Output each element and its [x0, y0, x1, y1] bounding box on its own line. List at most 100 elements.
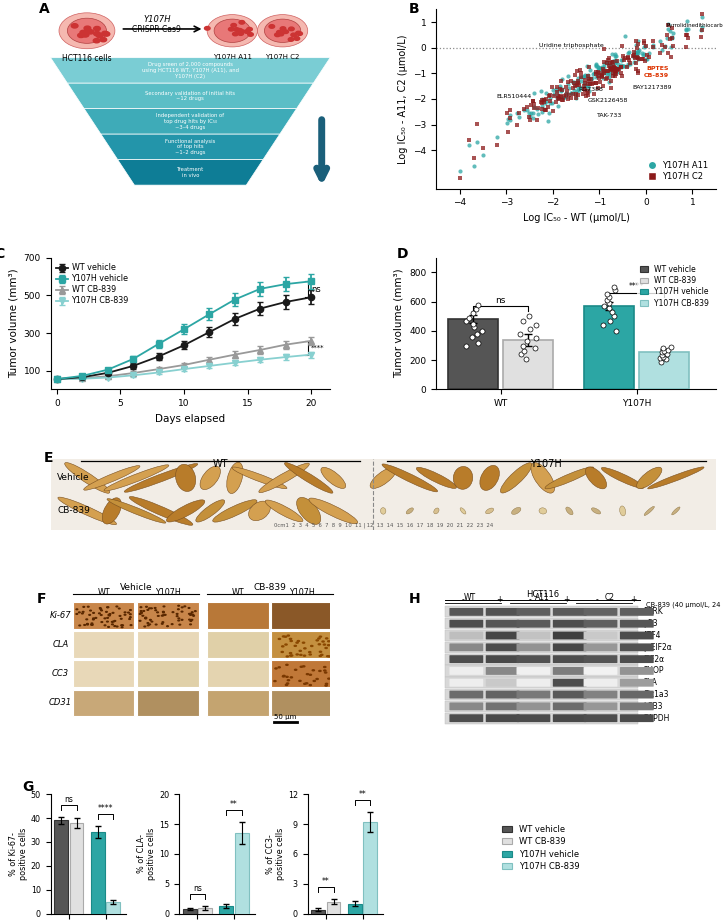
Circle shape [325, 672, 327, 673]
Point [603, 56, 615, 71]
Point [615, 60, 627, 75]
Circle shape [300, 654, 302, 655]
Circle shape [320, 655, 322, 656]
Text: **: ** [322, 877, 330, 886]
Point [603, 50, 615, 65]
Text: EIF2α: EIF2α [643, 654, 664, 664]
Point [664, 24, 676, 39]
Text: -: - [461, 595, 464, 604]
Point [609, 68, 620, 83]
Point [608, 61, 620, 76]
FancyBboxPatch shape [516, 667, 550, 675]
Point [633, 51, 645, 66]
Point [662, 31, 673, 46]
Point [610, 66, 622, 81]
Text: LCB3: LCB3 [643, 701, 662, 711]
Point [556, 92, 568, 107]
Point [565, 91, 577, 106]
Point [656, 42, 668, 57]
Point [471, 117, 483, 132]
Circle shape [80, 30, 87, 34]
Text: CLA: CLA [643, 678, 658, 688]
Circle shape [325, 647, 328, 649]
FancyBboxPatch shape [583, 643, 617, 652]
Text: Y107H: Y107H [530, 460, 562, 469]
Ellipse shape [104, 465, 169, 491]
Point [538, 94, 549, 109]
Ellipse shape [620, 506, 625, 516]
Text: Independent validation of
top drug hits by IC₅₀
~3–4 drugs: Independent validation of top drug hits … [156, 114, 224, 130]
Point [601, 287, 612, 302]
Point [572, 70, 583, 85]
Point [618, 53, 630, 67]
Point [463, 310, 475, 325]
FancyBboxPatch shape [553, 619, 586, 628]
Point [590, 65, 602, 79]
Point [502, 125, 514, 139]
Circle shape [309, 675, 312, 676]
Point [540, 86, 552, 101]
Point [592, 68, 604, 83]
Text: CB-839: CB-839 [57, 507, 90, 515]
Point [540, 93, 552, 108]
FancyBboxPatch shape [553, 678, 586, 687]
Circle shape [244, 30, 249, 33]
Point [608, 309, 620, 324]
Point [628, 50, 640, 65]
Point [572, 76, 583, 90]
Text: CRISPR Cas9: CRISPR Cas9 [132, 26, 181, 34]
Point [629, 51, 641, 66]
Point [610, 61, 622, 76]
Point [583, 68, 594, 83]
Circle shape [294, 37, 299, 41]
Point [641, 52, 652, 66]
Ellipse shape [460, 508, 466, 514]
Point [598, 60, 609, 75]
Point [616, 58, 628, 73]
Point [552, 88, 564, 102]
Point [696, 19, 708, 34]
Circle shape [288, 38, 294, 42]
Point [662, 342, 674, 357]
Point [631, 41, 643, 55]
Point [632, 52, 643, 66]
Point [666, 30, 677, 45]
Point [603, 75, 615, 90]
Point [523, 106, 534, 121]
Point [607, 305, 618, 319]
Point [658, 343, 669, 358]
Point [580, 88, 591, 102]
Ellipse shape [648, 467, 704, 489]
Point [604, 70, 615, 85]
Circle shape [237, 29, 242, 32]
Point [570, 75, 581, 90]
FancyBboxPatch shape [516, 608, 550, 616]
Point [630, 33, 642, 48]
Circle shape [294, 645, 296, 646]
Text: Y107H: Y107H [289, 588, 315, 597]
Text: HCT116: HCT116 [526, 590, 559, 599]
Circle shape [278, 639, 281, 640]
Bar [137, 660, 199, 687]
Point [681, 28, 693, 42]
Circle shape [247, 28, 252, 31]
Point [638, 47, 650, 62]
Text: ns: ns [495, 296, 506, 305]
Point [621, 59, 633, 74]
Ellipse shape [512, 508, 521, 514]
FancyBboxPatch shape [450, 643, 483, 652]
Point [636, 46, 648, 61]
Point [607, 58, 619, 73]
FancyBboxPatch shape [553, 608, 586, 616]
Point [518, 343, 530, 358]
FancyBboxPatch shape [486, 619, 520, 628]
Ellipse shape [644, 507, 654, 516]
Text: H: H [408, 592, 420, 605]
Point [583, 60, 594, 75]
Point [527, 111, 539, 126]
Text: C2: C2 [604, 593, 615, 602]
Point [696, 30, 707, 44]
Point [552, 98, 564, 113]
Point [615, 54, 627, 68]
FancyBboxPatch shape [620, 619, 654, 628]
